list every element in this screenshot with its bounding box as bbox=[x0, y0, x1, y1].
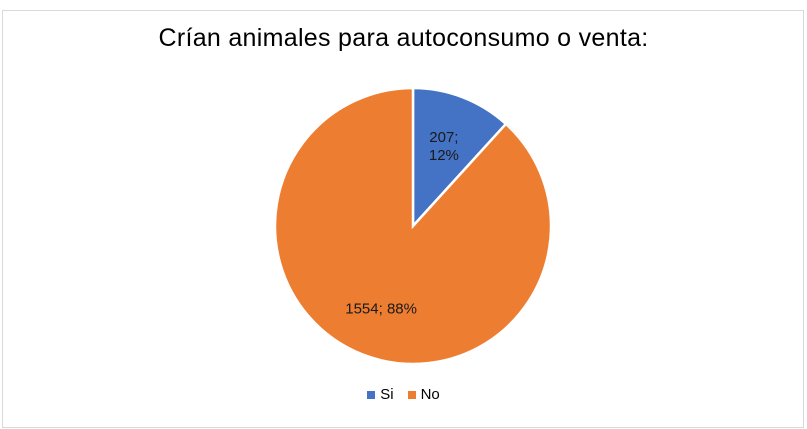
pie-slice-no bbox=[273, 86, 553, 366]
pie-slice-si bbox=[411, 86, 508, 230]
legend-label-no: No bbox=[420, 386, 440, 403]
legend-swatch-si bbox=[367, 390, 376, 399]
legend-item-si: Si bbox=[367, 386, 394, 403]
legend-label-si: Si bbox=[380, 386, 394, 403]
data-label-si: 207; 12% bbox=[429, 129, 459, 164]
legend: Si No bbox=[0, 386, 807, 403]
chart-title: Crían animales para autoconsumo o venta: bbox=[158, 24, 649, 52]
data-label-no: 1554; 88% bbox=[345, 300, 417, 317]
legend-item-no: No bbox=[407, 386, 440, 403]
legend-swatch-no bbox=[407, 390, 416, 399]
